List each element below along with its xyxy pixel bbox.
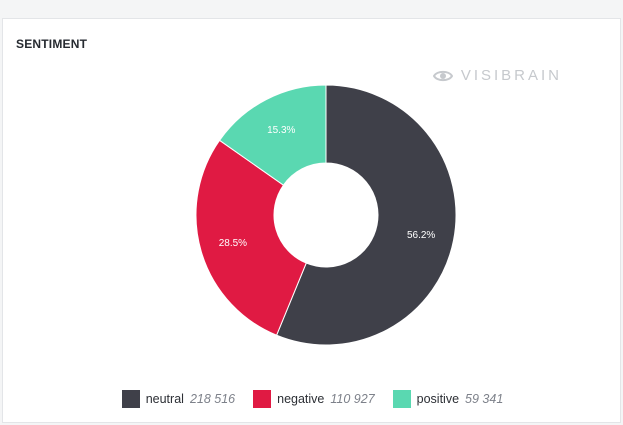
- brand-watermark: VISIBRAIN: [432, 67, 562, 84]
- brand-name: VISIBRAIN: [460, 67, 562, 84]
- donut-label-positive: 15.3%: [267, 125, 295, 136]
- legend-item-neutral[interactable]: neutral 218 516: [121, 390, 236, 408]
- legend-swatch-negative: [253, 390, 272, 408]
- legend-item-positive[interactable]: positive 59 341: [392, 390, 504, 408]
- donut-label-neutral: 56.2%: [407, 230, 435, 241]
- eye-icon: [432, 70, 453, 81]
- legend-value: 59 341: [465, 392, 504, 406]
- legend-value: 218 516: [189, 392, 236, 406]
- legend-label: neutral: [145, 392, 184, 406]
- legend-value: 110 927: [330, 392, 375, 406]
- donut-slice-positive[interactable]: [218, 84, 327, 186]
- donut-slice-neutral[interactable]: [275, 84, 457, 346]
- legend-item-negative[interactable]: negative 110 927: [253, 390, 375, 408]
- chart-title: SENTIMENT: [16, 37, 88, 51]
- legend-swatch-neutral: [121, 390, 140, 408]
- donut-label-negative: 28.5%: [219, 238, 247, 249]
- chart-legend: neutral 218 516 negative 110 927 positiv…: [3, 390, 622, 408]
- donut-slice-negative[interactable]: [195, 139, 307, 336]
- legend-swatch-positive: [392, 390, 411, 408]
- legend-label: negative: [277, 392, 325, 406]
- sentiment-card: SENTIMENT VISIBRAIN 56.2% 28.5% 15.3% neut…: [2, 18, 621, 423]
- legend-label: positive: [416, 392, 460, 406]
- donut-chart: 56.2% 28.5% 15.3%: [195, 84, 457, 346]
